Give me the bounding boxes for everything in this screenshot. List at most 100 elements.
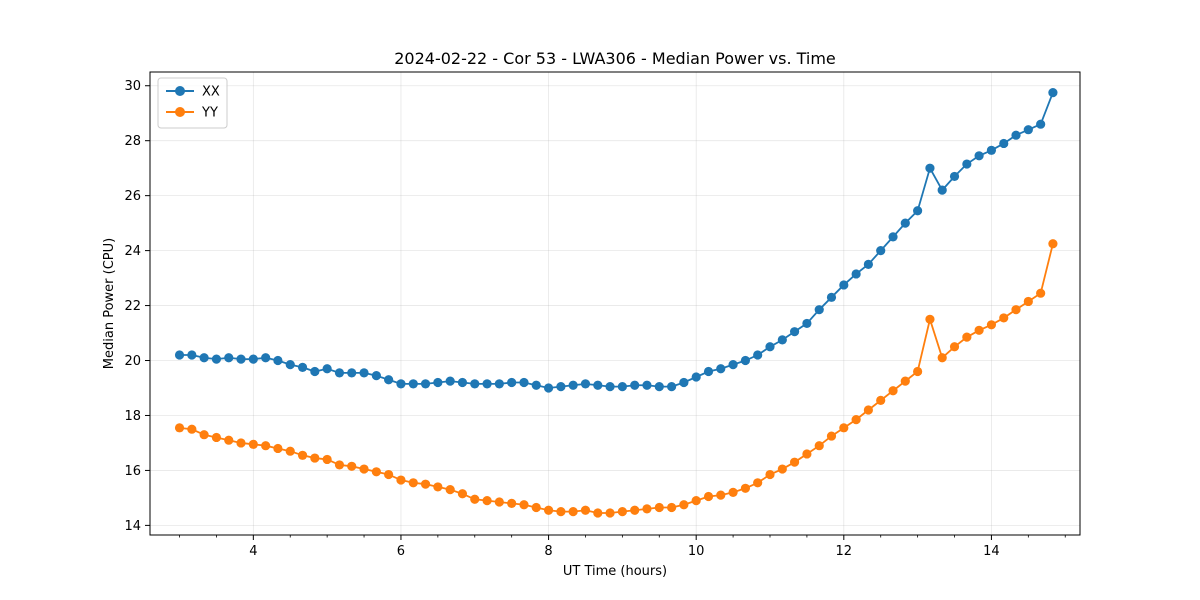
data-point-xx: [187, 350, 197, 360]
data-point-yy: [261, 441, 271, 451]
data-point-yy: [507, 498, 517, 509]
series-layer: [174, 88, 1058, 518]
data-point-yy: [359, 464, 369, 474]
x-tick-label: 10: [688, 544, 705, 559]
data-point-xx: [384, 375, 394, 385]
data-point-xx: [949, 171, 960, 182]
data-point-xx: [347, 368, 357, 378]
data-point-xx: [224, 353, 234, 363]
grid: [150, 72, 1080, 535]
data-point-xx: [445, 376, 455, 386]
data-point-yy: [937, 353, 947, 363]
data-point-yy: [605, 508, 615, 518]
y-tick-label: 26: [124, 189, 141, 204]
y-tick-label: 18: [124, 409, 141, 424]
data-point-xx: [334, 368, 345, 378]
y-tick-label: 14: [124, 519, 141, 534]
data-point-yy: [949, 342, 960, 352]
data-point-yy: [347, 461, 357, 471]
data-point-xx: [617, 382, 627, 392]
data-point-yy: [1023, 296, 1033, 307]
y-tick-label: 24: [124, 244, 141, 259]
data-point-yy: [334, 460, 345, 470]
data-point-xx: [962, 159, 972, 169]
data-point-xx: [679, 377, 689, 388]
data-point-yy: [1011, 305, 1021, 315]
data-point-xx: [457, 377, 468, 388]
x-tick-label: 8: [544, 544, 552, 559]
data-point-yy: [888, 386, 898, 396]
data-point-yy: [482, 496, 492, 506]
data-point-yy: [457, 489, 468, 499]
data-point-xx: [654, 382, 664, 392]
data-point-xx: [667, 382, 677, 392]
data-point-yy: [777, 464, 787, 474]
data-point-xx: [568, 380, 578, 390]
data-point-yy: [703, 491, 714, 502]
data-point-xx: [556, 382, 566, 392]
plot-frame: [149, 71, 1081, 536]
data-point-xx: [1011, 130, 1021, 140]
data-point-xx: [482, 379, 492, 389]
data-point-yy: [617, 507, 627, 517]
data-point-yy: [654, 502, 664, 513]
data-point-xx: [371, 371, 381, 381]
data-point-yy: [187, 424, 197, 434]
data-point-xx: [433, 377, 443, 388]
data-point-xx: [765, 342, 775, 352]
data-point-yy: [630, 505, 640, 515]
data-point-xx: [408, 379, 418, 389]
data-point-xx: [789, 327, 800, 337]
data-point-yy: [445, 485, 455, 495]
data-point-yy: [297, 450, 308, 460]
data-point-yy: [371, 467, 381, 477]
data-point-yy: [839, 423, 849, 433]
data-point-xx: [580, 379, 591, 389]
data-point-yy: [974, 325, 984, 335]
data-point-yy: [740, 483, 751, 493]
data-point-yy: [273, 443, 283, 454]
data-point-yy: [433, 482, 443, 492]
data-point-yy: [1036, 288, 1046, 298]
data-point-yy: [322, 454, 332, 465]
data-point-yy: [716, 490, 726, 500]
data-point-xx: [297, 362, 308, 372]
data-point-yy: [543, 505, 554, 515]
ticks: 4 6 8 10 12 14 14 16 18 20 22 24 26 28 30: [124, 79, 1066, 559]
data-point-yy: [174, 423, 185, 433]
x-tick-label: 12: [836, 544, 853, 559]
y-tick-label: 16: [124, 464, 141, 479]
data-point-yy: [531, 502, 541, 513]
data-point-xx: [470, 379, 480, 389]
x-tick-label: 14: [983, 544, 1000, 559]
data-point-yy: [913, 366, 923, 377]
data-point-yy: [1048, 239, 1058, 249]
y-tick-label: 22: [124, 299, 141, 314]
data-point-xx: [285, 360, 295, 370]
data-point-yy: [863, 405, 873, 415]
data-point-xx: [273, 355, 283, 366]
y-axis-label: Median Power (CPU): [102, 238, 117, 369]
data-point-xx: [261, 353, 271, 363]
data-point-xx: [630, 380, 640, 390]
data-point-xx: [937, 185, 947, 195]
data-point-xx: [740, 355, 751, 366]
data-point-xx: [507, 377, 517, 388]
data-point-xx: [986, 145, 997, 155]
data-point-xx: [199, 353, 209, 363]
data-point-xx: [1036, 119, 1046, 129]
data-point-xx: [236, 354, 246, 364]
x-tick-label: 6: [397, 544, 405, 559]
data-point-xx: [605, 382, 615, 392]
data-point-yy: [236, 438, 246, 448]
data-point-xx: [777, 335, 787, 345]
data-point-yy: [802, 449, 812, 459]
data-point-xx: [248, 354, 258, 364]
data-point-xx: [310, 366, 320, 377]
data-point-yy: [408, 478, 418, 488]
data-point-yy: [900, 376, 910, 386]
data-point-xx: [802, 318, 812, 329]
data-point-yy: [494, 497, 504, 507]
y-tick-label: 30: [124, 79, 141, 94]
